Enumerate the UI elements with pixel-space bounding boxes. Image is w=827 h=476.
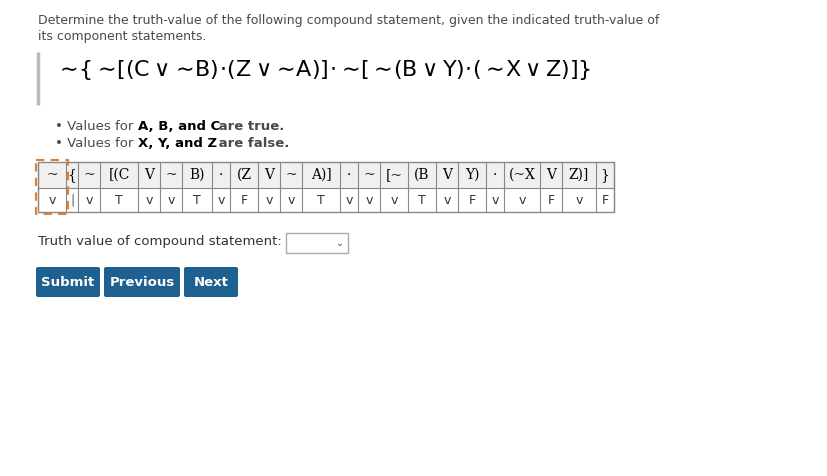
Text: ~: ~ [363,168,375,182]
Text: v: v [167,194,174,207]
Text: T: T [418,194,426,207]
Text: • Values for: • Values for [55,120,137,133]
Text: (~X: (~X [509,168,535,182]
Bar [36,160,68,214]
Text: V: V [144,168,154,182]
Text: Submit: Submit [41,276,94,288]
Text: v: v [576,194,583,207]
Text: {: { [68,168,76,182]
Text: ⌄: ⌄ [336,238,344,248]
Text: (B: (B [414,168,430,182]
Text: F: F [468,194,476,207]
Text: • Values for: • Values for [55,137,137,150]
Text: }: } [600,168,609,182]
Text: v: v [366,194,373,207]
Text: v: v [346,194,352,207]
Text: ·: · [493,168,497,182]
Text: ~: ~ [285,168,297,182]
Text: |: | [69,194,74,207]
Text: ~: ~ [165,168,177,182]
Text: V: V [264,168,274,182]
Text: Previous: Previous [109,276,174,288]
Bar [38,162,614,212]
Text: V: V [546,168,556,182]
Text: v: v [491,194,499,207]
Text: V: V [442,168,452,182]
Text: T: T [115,194,123,207]
Text: Y): Y) [465,168,480,182]
Text: Determine the truth-value of the following compound statement, given the indicat: Determine the truth-value of the followi… [38,14,659,27]
Bar [286,233,348,253]
Text: [~: [~ [385,168,403,182]
Text: A)]: A)] [311,168,332,182]
Text: (Z: (Z [237,168,251,182]
Text: $\sim\!\{\sim\![(\mathrm{C}\vee\!\sim\!\mathrm{B})\!\cdot\!(\mathrm{Z}\vee\!\sim: $\sim\!\{\sim\![(\mathrm{C}\vee\!\sim\!\… [55,58,591,82]
Text: are true.: are true. [214,120,284,133]
Text: v: v [390,194,398,207]
Text: are false.: are false. [214,137,289,150]
FancyBboxPatch shape [104,267,180,297]
Text: v: v [265,194,273,207]
Text: v: v [443,194,451,207]
Text: [(C: [(C [108,168,130,182]
Text: v: v [218,194,225,207]
Text: ~: ~ [84,168,95,182]
Text: v: v [287,194,294,207]
Text: ·: · [347,168,351,182]
Text: ·: · [219,168,223,182]
Text: its component statements.: its component statements. [38,30,207,43]
FancyBboxPatch shape [184,267,238,297]
Text: v: v [48,194,55,207]
Text: Truth value of compound statement:: Truth value of compound statement: [38,236,282,248]
Text: v: v [519,194,526,207]
Text: T: T [194,194,201,207]
Bar [38,162,614,188]
FancyBboxPatch shape [36,267,100,297]
Text: F: F [241,194,247,207]
Text: T: T [317,194,325,207]
Text: Z)]: Z)] [569,168,589,182]
Text: v: v [146,194,153,207]
Text: F: F [601,194,609,207]
Text: A, B, and C: A, B, and C [138,120,220,133]
Text: F: F [547,194,555,207]
Text: ~: ~ [46,168,58,182]
Text: Next: Next [194,276,228,288]
Text: X, Y, and Z: X, Y, and Z [138,137,218,150]
Text: v: v [85,194,93,207]
Text: B): B) [189,168,205,182]
